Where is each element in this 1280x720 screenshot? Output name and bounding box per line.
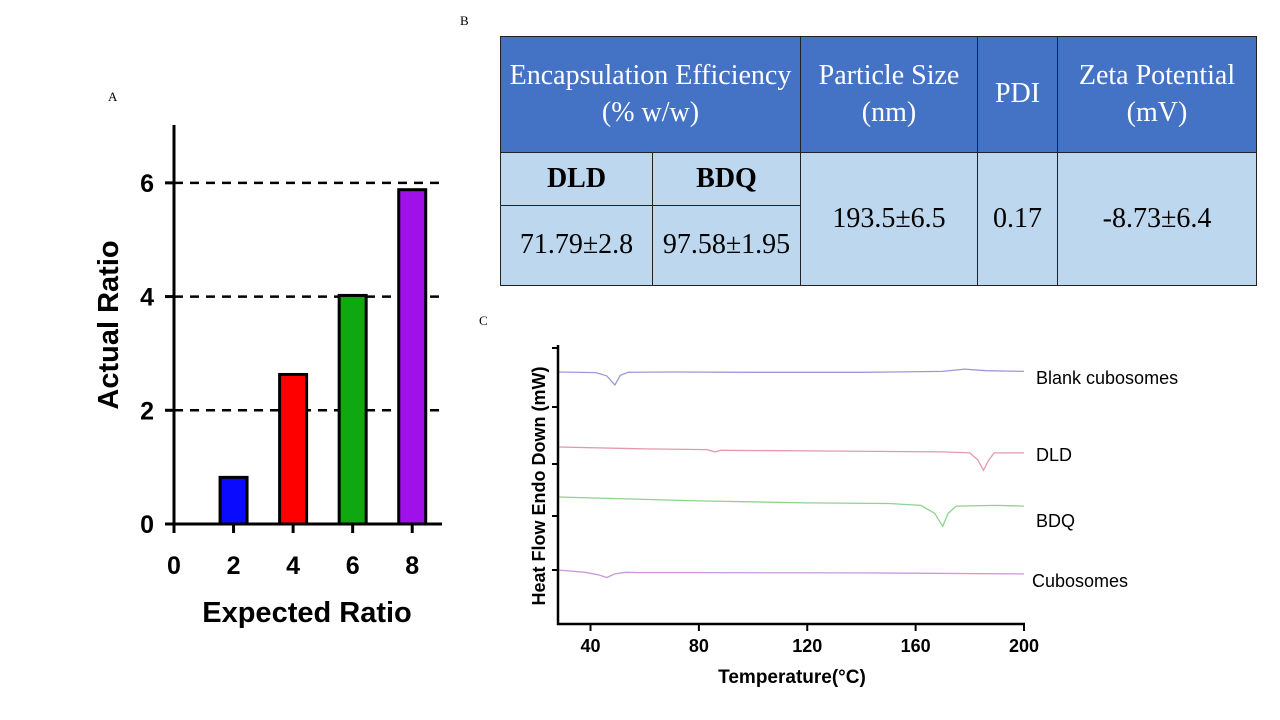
panel-label-a: A [108, 89, 118, 104]
c-series-line [557, 569, 1025, 579]
c-series-line [557, 446, 1024, 472]
c-series-line [557, 368, 1025, 387]
c-x-tick-label: 40 [580, 636, 600, 656]
c-x-tick-label: 200 [1009, 636, 1039, 656]
a-x-axis-label: Expected Ratio [202, 597, 412, 629]
header-particle-size: Particle Size (nm) [800, 36, 978, 153]
a-bar [397, 188, 428, 526]
a-y-tick-label: 4 [140, 284, 154, 312]
a-y-tick-label: 6 [140, 170, 154, 198]
c-series-line [557, 496, 1025, 528]
value-particle-size: 193.5±6.5 [800, 152, 978, 286]
a-x-tick-label: 2 [227, 552, 241, 580]
c-x-tick-label: 160 [901, 636, 931, 656]
a-x-tick-label: 0 [167, 552, 181, 580]
panel-label-c: C [479, 313, 488, 328]
a-y-tick-label: 2 [140, 397, 154, 425]
properties-table: Encapsulation Efficiency (% w/w) Particl… [500, 36, 1257, 286]
header-pdi: PDI [977, 36, 1058, 153]
c-x-tick-label: 120 [792, 636, 822, 656]
subheader-bdq: BDQ [652, 152, 801, 206]
c-series-label: DLD [1036, 445, 1072, 465]
value-bdq-encapsulation: 97.58±1.95 [652, 205, 801, 286]
bar-chart-a: 0 2 4 6 0 2 4 6 8 Expected Ratio Actual Ratio [93, 125, 442, 629]
subheader-dld: DLD [500, 152, 653, 206]
c-series-label: Blank cubosomes [1036, 368, 1178, 388]
value-pdi: 0.17 [977, 152, 1058, 286]
value-dld-encapsulation: 71.79±2.8 [500, 205, 653, 286]
a-bar [337, 293, 368, 526]
a-y-axis-label: Actual Ratio [93, 240, 125, 409]
a-x-tick-label: 4 [286, 552, 300, 580]
a-bar [278, 372, 309, 526]
c-x-tick-label: 80 [689, 636, 709, 656]
a-y-tick-label: 0 [140, 511, 154, 539]
c-x-axis-label: Temperature(°C) [718, 667, 866, 688]
header-encapsulation-efficiency: Encapsulation Efficiency (% w/w) [500, 36, 801, 153]
c-series-label: BDQ [1036, 511, 1075, 531]
a-x-tick-label: 8 [405, 552, 419, 580]
a-x-tick-label: 6 [346, 552, 360, 580]
c-series-label: Cubosomes [1032, 571, 1128, 591]
panel-label-b: B [460, 13, 469, 28]
header-zeta-potential: Zeta Potential (mV) [1057, 36, 1257, 153]
c-y-axis-label: Heat Flow Endo Down (mW) [529, 367, 549, 606]
value-zeta-potential: -8.73±6.4 [1057, 152, 1257, 286]
